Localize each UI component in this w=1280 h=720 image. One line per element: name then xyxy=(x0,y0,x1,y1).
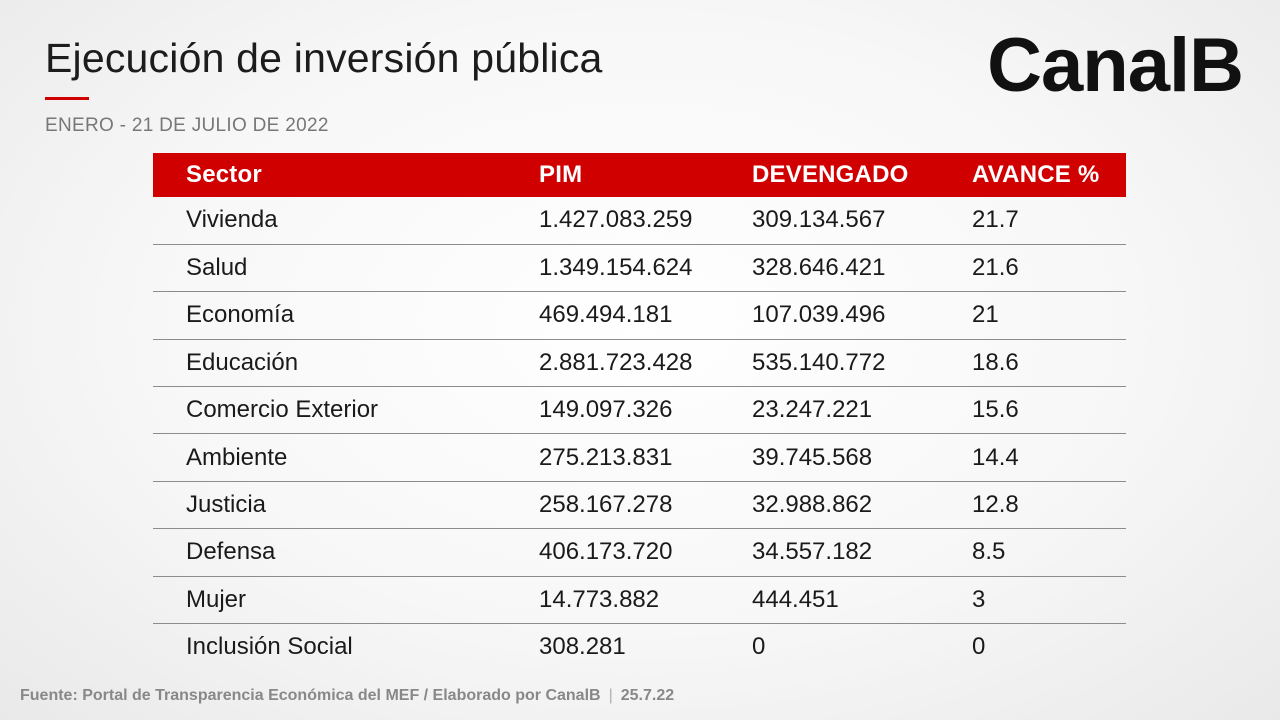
table-cell: 406.173.720 xyxy=(539,538,673,566)
table-cell: 1.349.154.624 xyxy=(539,254,693,282)
table-row: Mujer 14.773.882 444.451 3 xyxy=(153,576,1126,624)
table-body: Vivienda 1.427.083.259 309.134.567 21.7 Salu… xyxy=(153,197,1126,671)
table-cell: 21 xyxy=(972,301,999,329)
table-cell: 149.097.326 xyxy=(539,396,673,424)
footer-date: 25.7.22 xyxy=(620,687,675,704)
page-subtitle: ENERO - 21 DE JULIO DE 2022 xyxy=(45,115,329,136)
title-accent-line xyxy=(45,97,89,100)
footer-source: Fuente: Portal de Transparencia Económic… xyxy=(20,687,601,704)
table-row: Vivienda 1.427.083.259 309.134.567 21.7 xyxy=(153,197,1126,245)
table-cell: 21.7 xyxy=(972,206,1019,234)
footer-separator: | xyxy=(608,687,613,704)
table-cell: Mujer xyxy=(186,585,247,613)
table-cell: 308.281 xyxy=(539,633,626,661)
table-cell: Inclusión Social xyxy=(186,633,353,661)
table-cell: 39.745.568 xyxy=(752,443,873,471)
table-cell: 535.140.772 xyxy=(752,348,886,376)
column-header: AVANCE % xyxy=(972,161,1100,188)
table-cell: 14.4 xyxy=(972,443,1019,471)
table-cell: 34.557.182 xyxy=(752,538,873,566)
canalb-logo: CanalB xyxy=(987,23,1244,108)
table-cell: Comercio Exterior xyxy=(186,396,379,424)
table-cell: Vivienda xyxy=(186,206,278,234)
table-cell: Salud xyxy=(186,254,248,282)
table-cell: 23.247.221 xyxy=(752,396,873,424)
column-header: PIM xyxy=(539,161,583,188)
table-cell: 275.213.831 xyxy=(539,443,673,471)
table-cell: 309.134.567 xyxy=(752,206,886,234)
table-cell: Defensa xyxy=(186,538,276,566)
table-row: Justicia 258.167.278 32.988.862 12.8 xyxy=(153,481,1126,529)
table-cell: 328.646.421 xyxy=(752,254,886,282)
column-header: Sector xyxy=(186,161,262,188)
table-cell: 12.8 xyxy=(972,491,1019,519)
table-cell: 18.6 xyxy=(972,348,1019,376)
table-cell: Ambiente xyxy=(186,443,288,471)
investment-table: Sector PIM DEVENGADO AVANCE % Vivienda 1.427… xyxy=(153,153,1126,671)
table-row: Ambiente 275.213.831 39.745.568 14.4 xyxy=(153,434,1126,482)
table-cell: 0 xyxy=(752,633,766,661)
table-cell: 107.039.496 xyxy=(752,301,886,329)
table-cell: 14.773.882 xyxy=(539,585,660,613)
table-cell: 21.6 xyxy=(972,254,1019,282)
table-row: Educación 2.881.723.428 535.140.772 18.6 xyxy=(153,339,1126,387)
table-cell: Justicia xyxy=(186,491,267,519)
table-row: Inclusión Social 308.281 0 0 xyxy=(153,624,1126,671)
table-cell: 3 xyxy=(972,585,986,613)
table-cell: 2.881.723.428 xyxy=(539,348,693,376)
table-cell: Economía xyxy=(186,301,295,329)
table-row: Comercio Exterior 149.097.326 23.247.221 15… xyxy=(153,387,1126,434)
table-cell: 0 xyxy=(972,633,986,661)
page-title: Ejecución de inversión pública xyxy=(45,35,603,81)
table-header: Sector PIM DEVENGADO AVANCE % xyxy=(153,153,1126,197)
table-cell: 258.167.278 xyxy=(539,491,673,519)
investment-table-container: Sector PIM DEVENGADO AVANCE % Vivienda 1.427… xyxy=(153,153,1126,671)
table-cell: 444.451 xyxy=(752,585,839,613)
table-cell: 469.494.181 xyxy=(539,301,673,329)
table-cell: 15.6 xyxy=(972,396,1019,424)
table-cell: 1.427.083.259 xyxy=(539,206,693,234)
table-cell: 8.5 xyxy=(972,538,1006,566)
table-row: Salud 1.349.154.624 328.646.421 21.6 xyxy=(153,244,1126,292)
column-header: DEVENGADO xyxy=(752,161,909,188)
table-cell: Educación xyxy=(186,348,299,376)
table-row: Defensa 406.173.720 34.557.182 8.5 xyxy=(153,529,1126,577)
table-header-row: Sector PIM DEVENGADO AVANCE % xyxy=(153,153,1126,197)
table-row: Economía 469.494.181 107.039.496 21 xyxy=(153,292,1126,340)
source-footer: Fuente: Portal de Transparencia Económic… xyxy=(20,687,674,705)
table-cell: 32.988.862 xyxy=(752,491,873,519)
